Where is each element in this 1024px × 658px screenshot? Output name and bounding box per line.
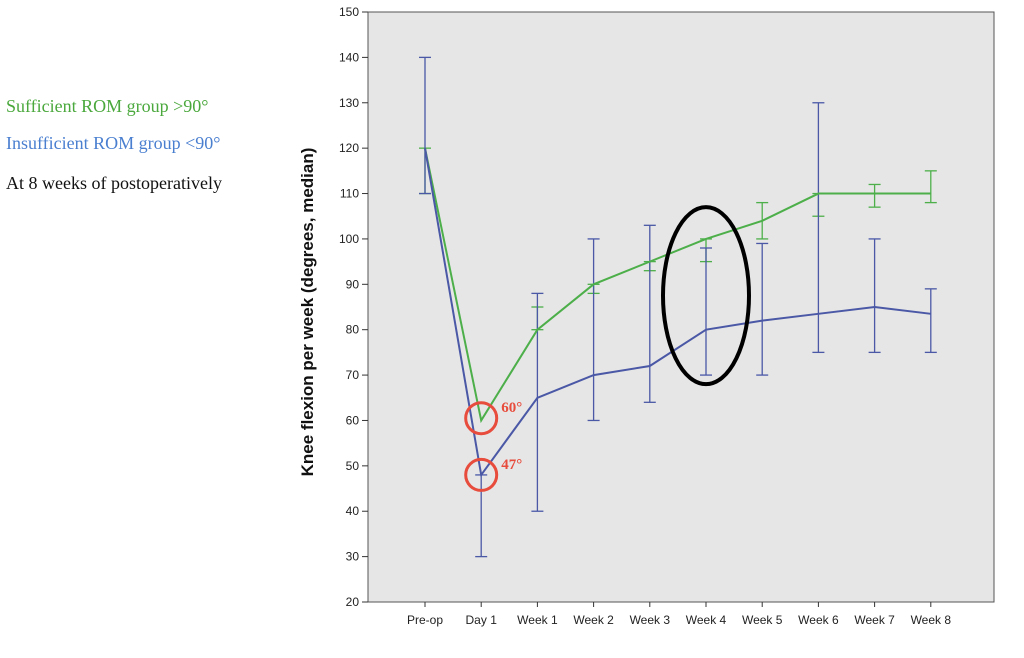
- y-tick-label: 130: [339, 96, 359, 110]
- annotation-circle: [464, 401, 499, 436]
- y-tick-label: 140: [339, 50, 359, 64]
- x-tick-label: Week 6: [798, 613, 839, 627]
- plot-area: [367, 11, 995, 603]
- y-tick-label: 150: [339, 5, 359, 19]
- x-tick-label: Week 1: [517, 613, 558, 627]
- annotation-circle: [464, 457, 499, 492]
- x-tick-label: Week 7: [854, 613, 895, 627]
- x-tick-label: Pre-op: [407, 613, 443, 627]
- y-tick-label: 90: [346, 277, 360, 291]
- x-tick-label: Week 2: [573, 613, 614, 627]
- y-tick-label: 40: [346, 504, 360, 518]
- x-tick-label: Day 1: [466, 613, 498, 627]
- y-tick-label: 30: [346, 550, 360, 564]
- x-tick-label: Week 3: [630, 613, 671, 627]
- y-tick-label: 120: [339, 141, 359, 155]
- y-tick-label: 20: [346, 595, 360, 609]
- y-tick-label: 110: [340, 187, 359, 201]
- x-tick-label: Week 4: [686, 613, 727, 627]
- annotation-ellipse: [661, 205, 751, 387]
- series-line-sufficient: [424, 147, 931, 424]
- legend-note: At 8 weeks of postoperatively: [6, 173, 222, 193]
- legend-sufficient-rom: Sufficient ROM group >90°: [6, 96, 209, 116]
- legend-insufficient-rom: Insufficient ROM group <90°: [6, 133, 221, 153]
- annotation-label: 47°: [501, 457, 522, 473]
- y-tick-label: 80: [346, 323, 360, 337]
- x-tick-label: Week 8: [911, 613, 952, 627]
- y-tick-label: 70: [346, 368, 360, 382]
- series-line-insufficient: [424, 147, 931, 478]
- x-tick-label: Week 5: [742, 613, 783, 627]
- y-tick-label: 60: [346, 413, 360, 427]
- annotation-label: 60°: [501, 400, 522, 416]
- y-axis-title: Knee flexion per week (degrees, median): [298, 148, 317, 477]
- y-tick-label: 50: [346, 459, 360, 473]
- y-tick-label: 100: [339, 232, 359, 246]
